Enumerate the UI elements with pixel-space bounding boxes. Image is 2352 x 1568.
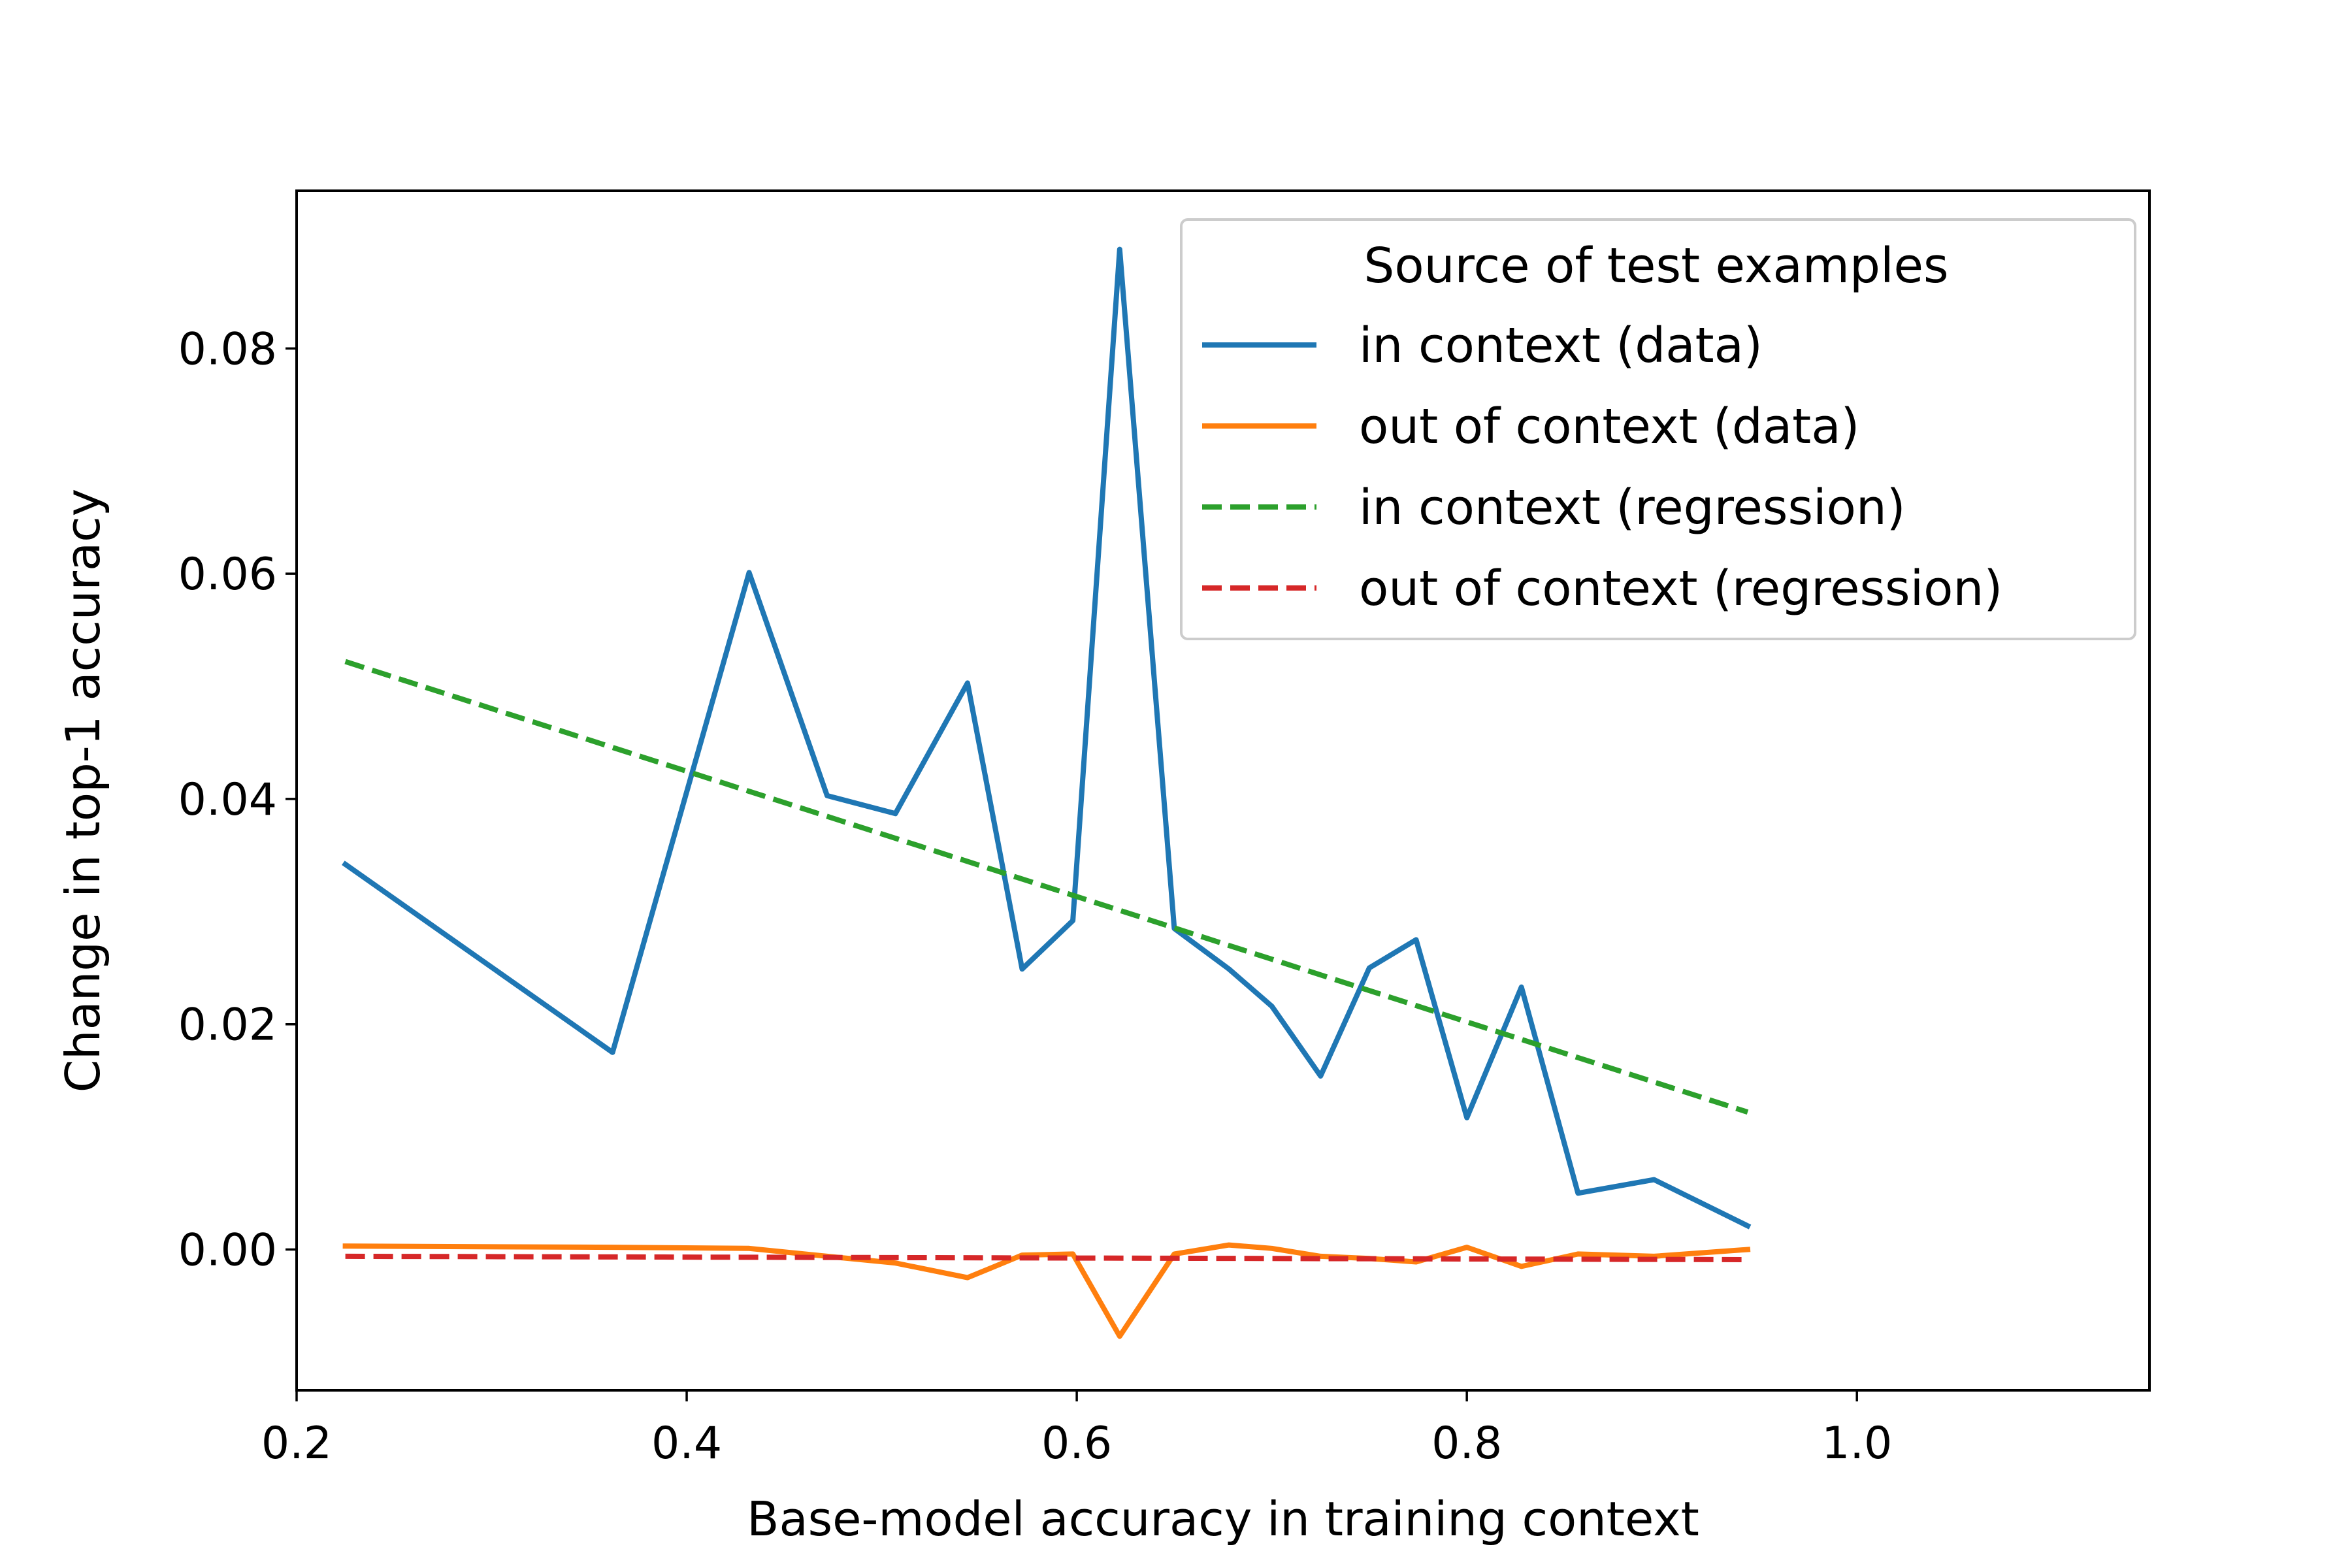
y-tick-label: 0.06 [178, 549, 277, 600]
x-axis: 0.2 0.4 0.6 0.8 1.0 [261, 1390, 1892, 1469]
y-tick-label: 0.02 [178, 1000, 277, 1051]
series-line-in-context-data [342, 246, 1752, 1230]
y-axis-title: Change in top-1 accuracy [56, 489, 110, 1093]
legend-label-in-context-regression: in context (regression) [1359, 480, 1906, 536]
y-tick-label: 0.00 [178, 1225, 277, 1277]
legend: Source of test examples in context (data… [1180, 218, 2136, 640]
plot-area-frame [295, 189, 2151, 1392]
legend-label-out-of-context-regression: out of context (regression) [1359, 561, 2002, 617]
y-tick-label: 0.08 [178, 323, 277, 375]
series-line-out-of-context-regression [345, 1253, 1748, 1262]
x-tick-label: 1.0 [1821, 1418, 1892, 1469]
legend-title: Source of test examples [1364, 238, 1948, 294]
legend-label-out-of-context-data: out of context (data) [1359, 399, 1859, 455]
x-axis-title: Base-model accuracy in training context [747, 1492, 1699, 1546]
y-axis: 0.00 0.02 0.04 0.06 0.08 [178, 323, 297, 1277]
series-line-in-context-regression [344, 659, 1749, 1115]
legend-label-in-context-data: in context (data) [1359, 318, 1763, 374]
x-tick-label: 0.4 [651, 1418, 722, 1469]
x-tick-label: 0.8 [1431, 1418, 1502, 1469]
x-tick-label: 0.2 [261, 1418, 332, 1469]
legend-entries: in context (data) out of context (data) in… [1202, 318, 2002, 617]
x-tick-label: 0.6 [1041, 1418, 1112, 1469]
legend-box [1180, 218, 2136, 640]
series-layer [342, 246, 1752, 1339]
y-tick-label: 0.04 [178, 774, 277, 826]
